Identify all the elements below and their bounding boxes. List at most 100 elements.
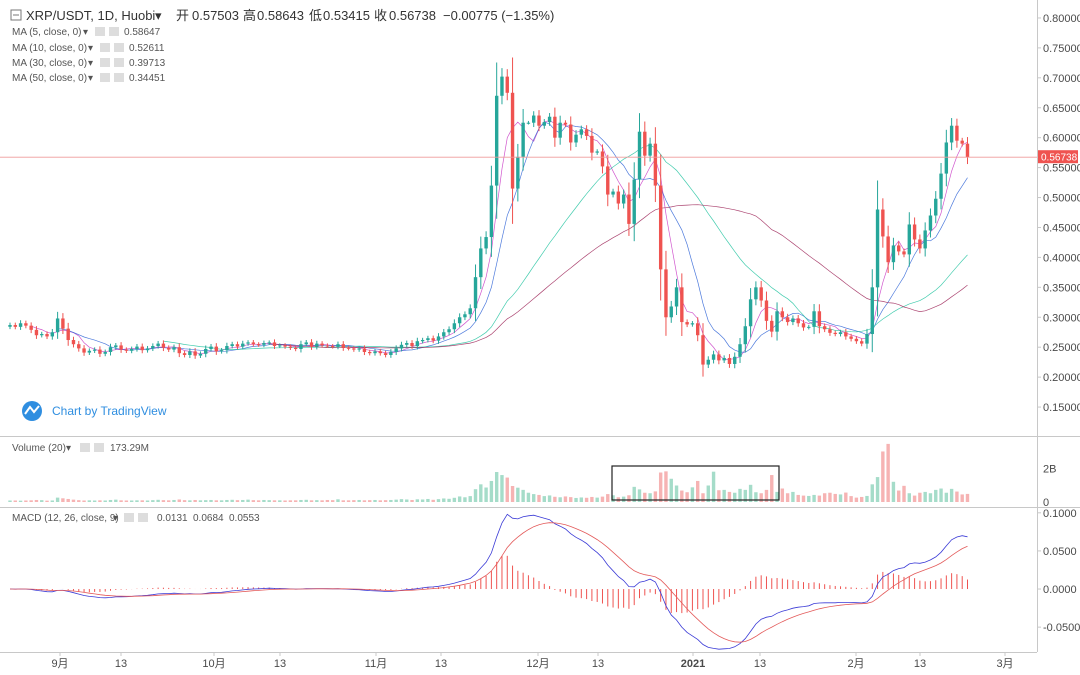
tradingview-watermark[interactable]: Chart by TradingView — [22, 401, 167, 421]
volume-bar — [484, 487, 488, 502]
volume-bar — [902, 485, 906, 502]
candle-body — [389, 351, 393, 355]
volume-value: 173.29M — [110, 443, 149, 454]
collapse-icon[interactable] — [10, 9, 22, 21]
close-icon[interactable] — [109, 27, 119, 36]
volume-bar — [92, 500, 97, 502]
chevron-down-icon[interactable]: ▾ — [88, 73, 93, 84]
ma5-label[interactable]: MA (5, close, 0) — [12, 27, 81, 38]
volume-bar — [854, 497, 859, 502]
macd-label[interactable]: MACD (12, 26, close, 9) — [12, 513, 119, 524]
price-tick-label: 0.30000 — [1043, 312, 1080, 324]
candle-body — [563, 122, 568, 125]
settings-icon[interactable] — [100, 43, 110, 52]
volume-bar — [293, 500, 298, 502]
time-tick-label: 11月 — [365, 658, 387, 670]
volume-bar — [960, 494, 964, 502]
volume-bar — [442, 498, 446, 502]
price-tick-label: 0.80000 — [1043, 13, 1080, 25]
macd-signal-line — [9, 522, 968, 643]
volume-bar — [352, 500, 356, 502]
candle-body — [494, 95, 499, 186]
candle-body — [754, 287, 758, 300]
volume-bar — [754, 492, 758, 502]
candle-body — [114, 345, 118, 348]
volume-bar — [336, 499, 340, 502]
settings-icon[interactable] — [80, 443, 90, 452]
chevron-down-icon[interactable]: ▾ — [83, 27, 88, 38]
close-icon[interactable] — [94, 443, 104, 452]
settings-icon[interactable] — [124, 513, 134, 522]
ma50-label[interactable]: MA (50, close, 0) — [12, 73, 87, 84]
volume-bar — [431, 499, 435, 502]
ma10-label[interactable]: MA (10, close, 0) — [12, 43, 87, 54]
price-tick-label: 0.70000 — [1043, 73, 1080, 85]
volume-bar — [145, 500, 150, 502]
volume-label[interactable]: Volume (20) — [12, 443, 66, 454]
close-label: 收 — [374, 8, 387, 23]
volume-bar — [775, 491, 779, 502]
volume-bar — [378, 500, 382, 502]
settings-icon[interactable] — [100, 58, 110, 67]
volume-bar — [897, 490, 901, 502]
settings-icon[interactable] — [100, 73, 110, 82]
watermark-text[interactable]: Chart by TradingView — [52, 404, 167, 418]
ma-legend-row[interactable]: MA (5, close, 0) ▾ 0.58647 — [12, 27, 161, 38]
candle-body — [918, 239, 922, 249]
volume-bar — [870, 484, 874, 502]
open-value: 0.57503 — [192, 8, 239, 23]
volume-bar — [584, 497, 589, 502]
ma-legend-row[interactable]: MA (50, close, 0) ▾ 0.34451 — [12, 73, 166, 84]
close-icon[interactable] — [114, 73, 124, 82]
symbol-dropdown-icon[interactable]: ▾ — [155, 8, 162, 23]
symbol-title[interactable]: XRP/USDT, 1D, Huobi — [26, 8, 155, 23]
candle-body — [854, 338, 859, 342]
volume-bar — [119, 500, 123, 502]
last-price-text: 0.56738 — [1041, 153, 1078, 164]
volume-bar — [204, 500, 208, 502]
volume-bar — [420, 499, 425, 502]
volume-legend[interactable]: Volume (20) ▾ 173.29M — [12, 443, 149, 454]
price-tick-label: 0.25000 — [1043, 342, 1080, 354]
candle-body — [209, 346, 213, 349]
candle-body — [442, 332, 446, 337]
candle-body — [775, 311, 779, 332]
close-icon[interactable] — [114, 58, 124, 67]
volume-bar — [87, 500, 92, 502]
chevron-down-icon[interactable]: ▾ — [66, 443, 71, 454]
volume-bar — [912, 495, 917, 502]
chevron-down-icon[interactable]: ▾ — [88, 58, 93, 69]
volume-bar — [426, 498, 430, 502]
volume-bar — [717, 490, 721, 502]
volume-bar — [796, 494, 800, 502]
volume-bar — [738, 488, 742, 502]
volume-bar — [225, 499, 229, 502]
candle-body — [24, 323, 28, 326]
candle-body — [701, 335, 705, 365]
ma30-label[interactable]: MA (30, close, 0) — [12, 58, 87, 69]
close-icon[interactable] — [114, 43, 124, 52]
volume-bar — [389, 499, 393, 502]
candle-body — [251, 342, 256, 345]
candle-body — [167, 347, 171, 350]
close-icon[interactable] — [138, 513, 148, 522]
candle-body — [267, 342, 271, 344]
candle-body — [627, 194, 631, 224]
candle-body — [849, 336, 853, 339]
ma-legend-row[interactable]: MA (30, close, 0) ▾ 0.39713 — [12, 58, 166, 69]
chevron-down-icon[interactable]: ▾ — [88, 43, 93, 54]
macd-legend[interactable]: MACD (12, 26, close, 9) ▾ 0.0131 0.0684 … — [12, 513, 260, 524]
volume-bar — [711, 471, 716, 502]
ma-legend-row[interactable]: MA (10, close, 0) ▾ 0.52611 — [12, 43, 165, 54]
candle-body — [590, 135, 594, 153]
chart-header: XRP/USDT, 1D, Huobi ▾ 开 0.57503 高 0.5864… — [10, 8, 554, 23]
time-tick-label: 2月 — [847, 658, 864, 670]
candle-body — [875, 209, 880, 288]
settings-icon[interactable] — [95, 27, 105, 36]
volume-bar — [674, 485, 679, 502]
chevron-down-icon[interactable]: ▾ — [113, 513, 118, 524]
volume-bar — [299, 499, 303, 502]
candle-body — [145, 348, 150, 351]
candle-body — [336, 344, 340, 347]
